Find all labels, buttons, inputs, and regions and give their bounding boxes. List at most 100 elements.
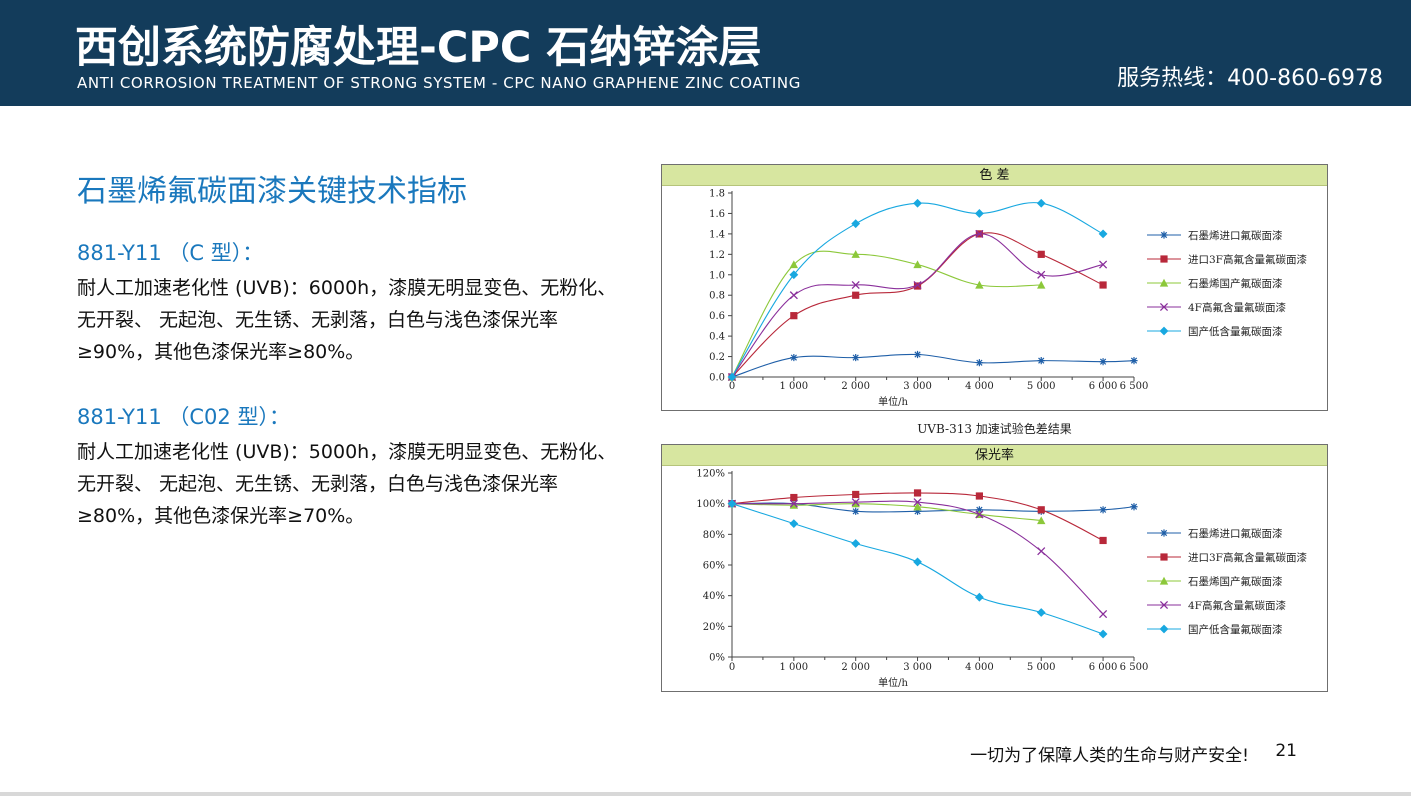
- data-point: [1036, 198, 1046, 208]
- x-axis-label: 单位/h: [878, 395, 908, 408]
- series-4: [727, 498, 1108, 619]
- spec-heading: 881-Y11 （C02 型）：: [77, 405, 290, 429]
- data-point: [975, 280, 984, 289]
- legend-marker: [1159, 576, 1169, 585]
- legend-label: 国产低含量氟碳面漆: [1188, 623, 1283, 636]
- legend-item: 石墨烯国产氟碳面漆: [1147, 277, 1283, 290]
- x-tick-label: 0: [729, 662, 735, 673]
- chart-axes: 0% 20% 40% 60% 80% 100% 120% 0 1 000 2 000 3 000 4 …: [696, 469, 1148, 690]
- data-point: [913, 507, 922, 515]
- x-tick-label: 3 000: [903, 662, 932, 673]
- data-point: [1098, 229, 1108, 239]
- y-tick-label: 0.6: [709, 311, 725, 322]
- chart-canvas: 0.0 0.2 0.4 0.6 0.8 1.0 1.2 1.4 1.6 1.8 0 1 000 2 00…: [709, 189, 1307, 409]
- y-tick-label: 1.8: [709, 189, 725, 200]
- data-point: [975, 229, 984, 238]
- legend-label: 4F高氟含量氟碳面漆: [1188, 599, 1286, 612]
- legend-marker: [1159, 302, 1169, 312]
- x-tick-label: 2 000: [841, 662, 870, 673]
- x-tick-label: 4 000: [965, 381, 994, 392]
- data-point: [913, 282, 922, 290]
- data-point: [789, 499, 798, 508]
- data-point: [790, 493, 798, 502]
- legend-item: 国产低含量氟碳面漆: [1147, 623, 1283, 636]
- data-point: [727, 372, 737, 382]
- data-point: [790, 312, 798, 320]
- data-point: [975, 510, 984, 519]
- data-point: [913, 502, 922, 511]
- legend-marker: [1160, 553, 1168, 561]
- data-point: [851, 539, 861, 548]
- data-point: [1099, 506, 1107, 514]
- data-point: [852, 353, 860, 362]
- section-title: 石墨烯氟碳面漆关键技术指标: [77, 174, 467, 209]
- legend-label: 4F高氟含量氟碳面漆: [1188, 301, 1286, 314]
- page-subtitle: ANTI CORROSION TREATMENT OF STRONG SYSTE…: [77, 74, 801, 92]
- legend-item: 国产低含量氟碳面漆: [1147, 325, 1283, 338]
- data-point: [851, 250, 860, 258]
- data-point: [1037, 357, 1045, 365]
- y-tick-label: 100%: [696, 499, 725, 510]
- x-axis-label: 单位/h: [878, 676, 908, 689]
- data-point: [1099, 281, 1107, 289]
- data-point: [852, 291, 860, 299]
- x-tick-label: 6 500: [1120, 381, 1149, 392]
- legend-label: 石墨烯国产氟碳面漆: [1188, 277, 1283, 290]
- legend-label: 石墨烯国产氟碳面漆: [1188, 575, 1283, 588]
- x-tick-label: 6 500: [1120, 662, 1149, 673]
- data-point: [1099, 536, 1107, 545]
- data-point: [1037, 516, 1046, 525]
- legend-item: 进口3F高氟含量氟碳面漆: [1147, 253, 1307, 266]
- x-tick-label: 1 000: [780, 381, 809, 392]
- y-tick-label: 0%: [709, 653, 725, 664]
- legend-item: 石墨烯进口氟碳面漆: [1147, 527, 1283, 540]
- data-point: [1037, 250, 1045, 258]
- legend-marker: [1160, 529, 1168, 537]
- data-point: [913, 350, 922, 359]
- spec-block-c02: 881-Y11 （C02 型）： 耐人工加速老化性 (UVB)：5000h，漆膜…: [77, 402, 617, 532]
- data-point: [789, 260, 799, 269]
- data-point: [727, 499, 737, 509]
- data-point: [1130, 357, 1138, 365]
- data-point: [1099, 358, 1107, 366]
- data-point: [974, 592, 984, 602]
- data-point: [1099, 610, 1108, 619]
- legend-marker: [1159, 278, 1169, 287]
- x-tick-label: 3 000: [903, 381, 932, 392]
- data-point: [1036, 608, 1046, 617]
- legend-label: 石墨烯进口氟碳面漆: [1188, 229, 1283, 242]
- series-1: [728, 500, 1138, 515]
- footer-slogan: 一切为了保障人类的生命与财产安全!: [970, 746, 1249, 766]
- series-line: [731, 250, 1042, 378]
- legend-item: 4F高氟含量氟碳面漆: [1147, 599, 1286, 612]
- data-point: [1098, 629, 1108, 639]
- x-tick-label: 0: [729, 381, 735, 392]
- data-point: [1099, 260, 1108, 269]
- x-tick-label: 6 000: [1089, 381, 1118, 392]
- spec-body: 耐人工加速老化性 (UVB)：6000h，漆膜无明显变色、无粉化、无开裂、 无起…: [77, 277, 617, 363]
- y-tick-label: 1.6: [709, 209, 725, 220]
- data-point: [851, 219, 861, 229]
- data-point: [789, 291, 798, 300]
- x-tick-label: 5 000: [1027, 381, 1056, 392]
- chart-caption: UVB-313 加速试验色差结果: [917, 422, 1072, 436]
- data-point: [913, 260, 922, 269]
- data-point: [975, 506, 983, 514]
- y-tick-label: 0.2: [709, 352, 725, 363]
- spec-heading: 881-Y11 （C 型）：: [77, 241, 264, 265]
- series-5: [727, 499, 1108, 639]
- bottom-divider: [0, 792, 1411, 796]
- data-point: [975, 492, 983, 500]
- data-point: [851, 499, 860, 508]
- legend-marker: [1159, 326, 1169, 336]
- y-tick-label: 0.8: [709, 291, 725, 302]
- series-2: [728, 489, 1107, 545]
- x-tick-label: 2 000: [841, 381, 870, 392]
- legend-marker: [1159, 624, 1169, 634]
- data-point: [1037, 280, 1046, 289]
- y-tick-label: 20%: [703, 622, 725, 633]
- series-4: [727, 229, 1108, 382]
- header-banner: 西创系统防腐处理-CPC 石纳锌涂层 ANTI CORROSION TREATM…: [0, 0, 1411, 106]
- series-line: [731, 202, 1104, 378]
- data-point: [913, 198, 922, 208]
